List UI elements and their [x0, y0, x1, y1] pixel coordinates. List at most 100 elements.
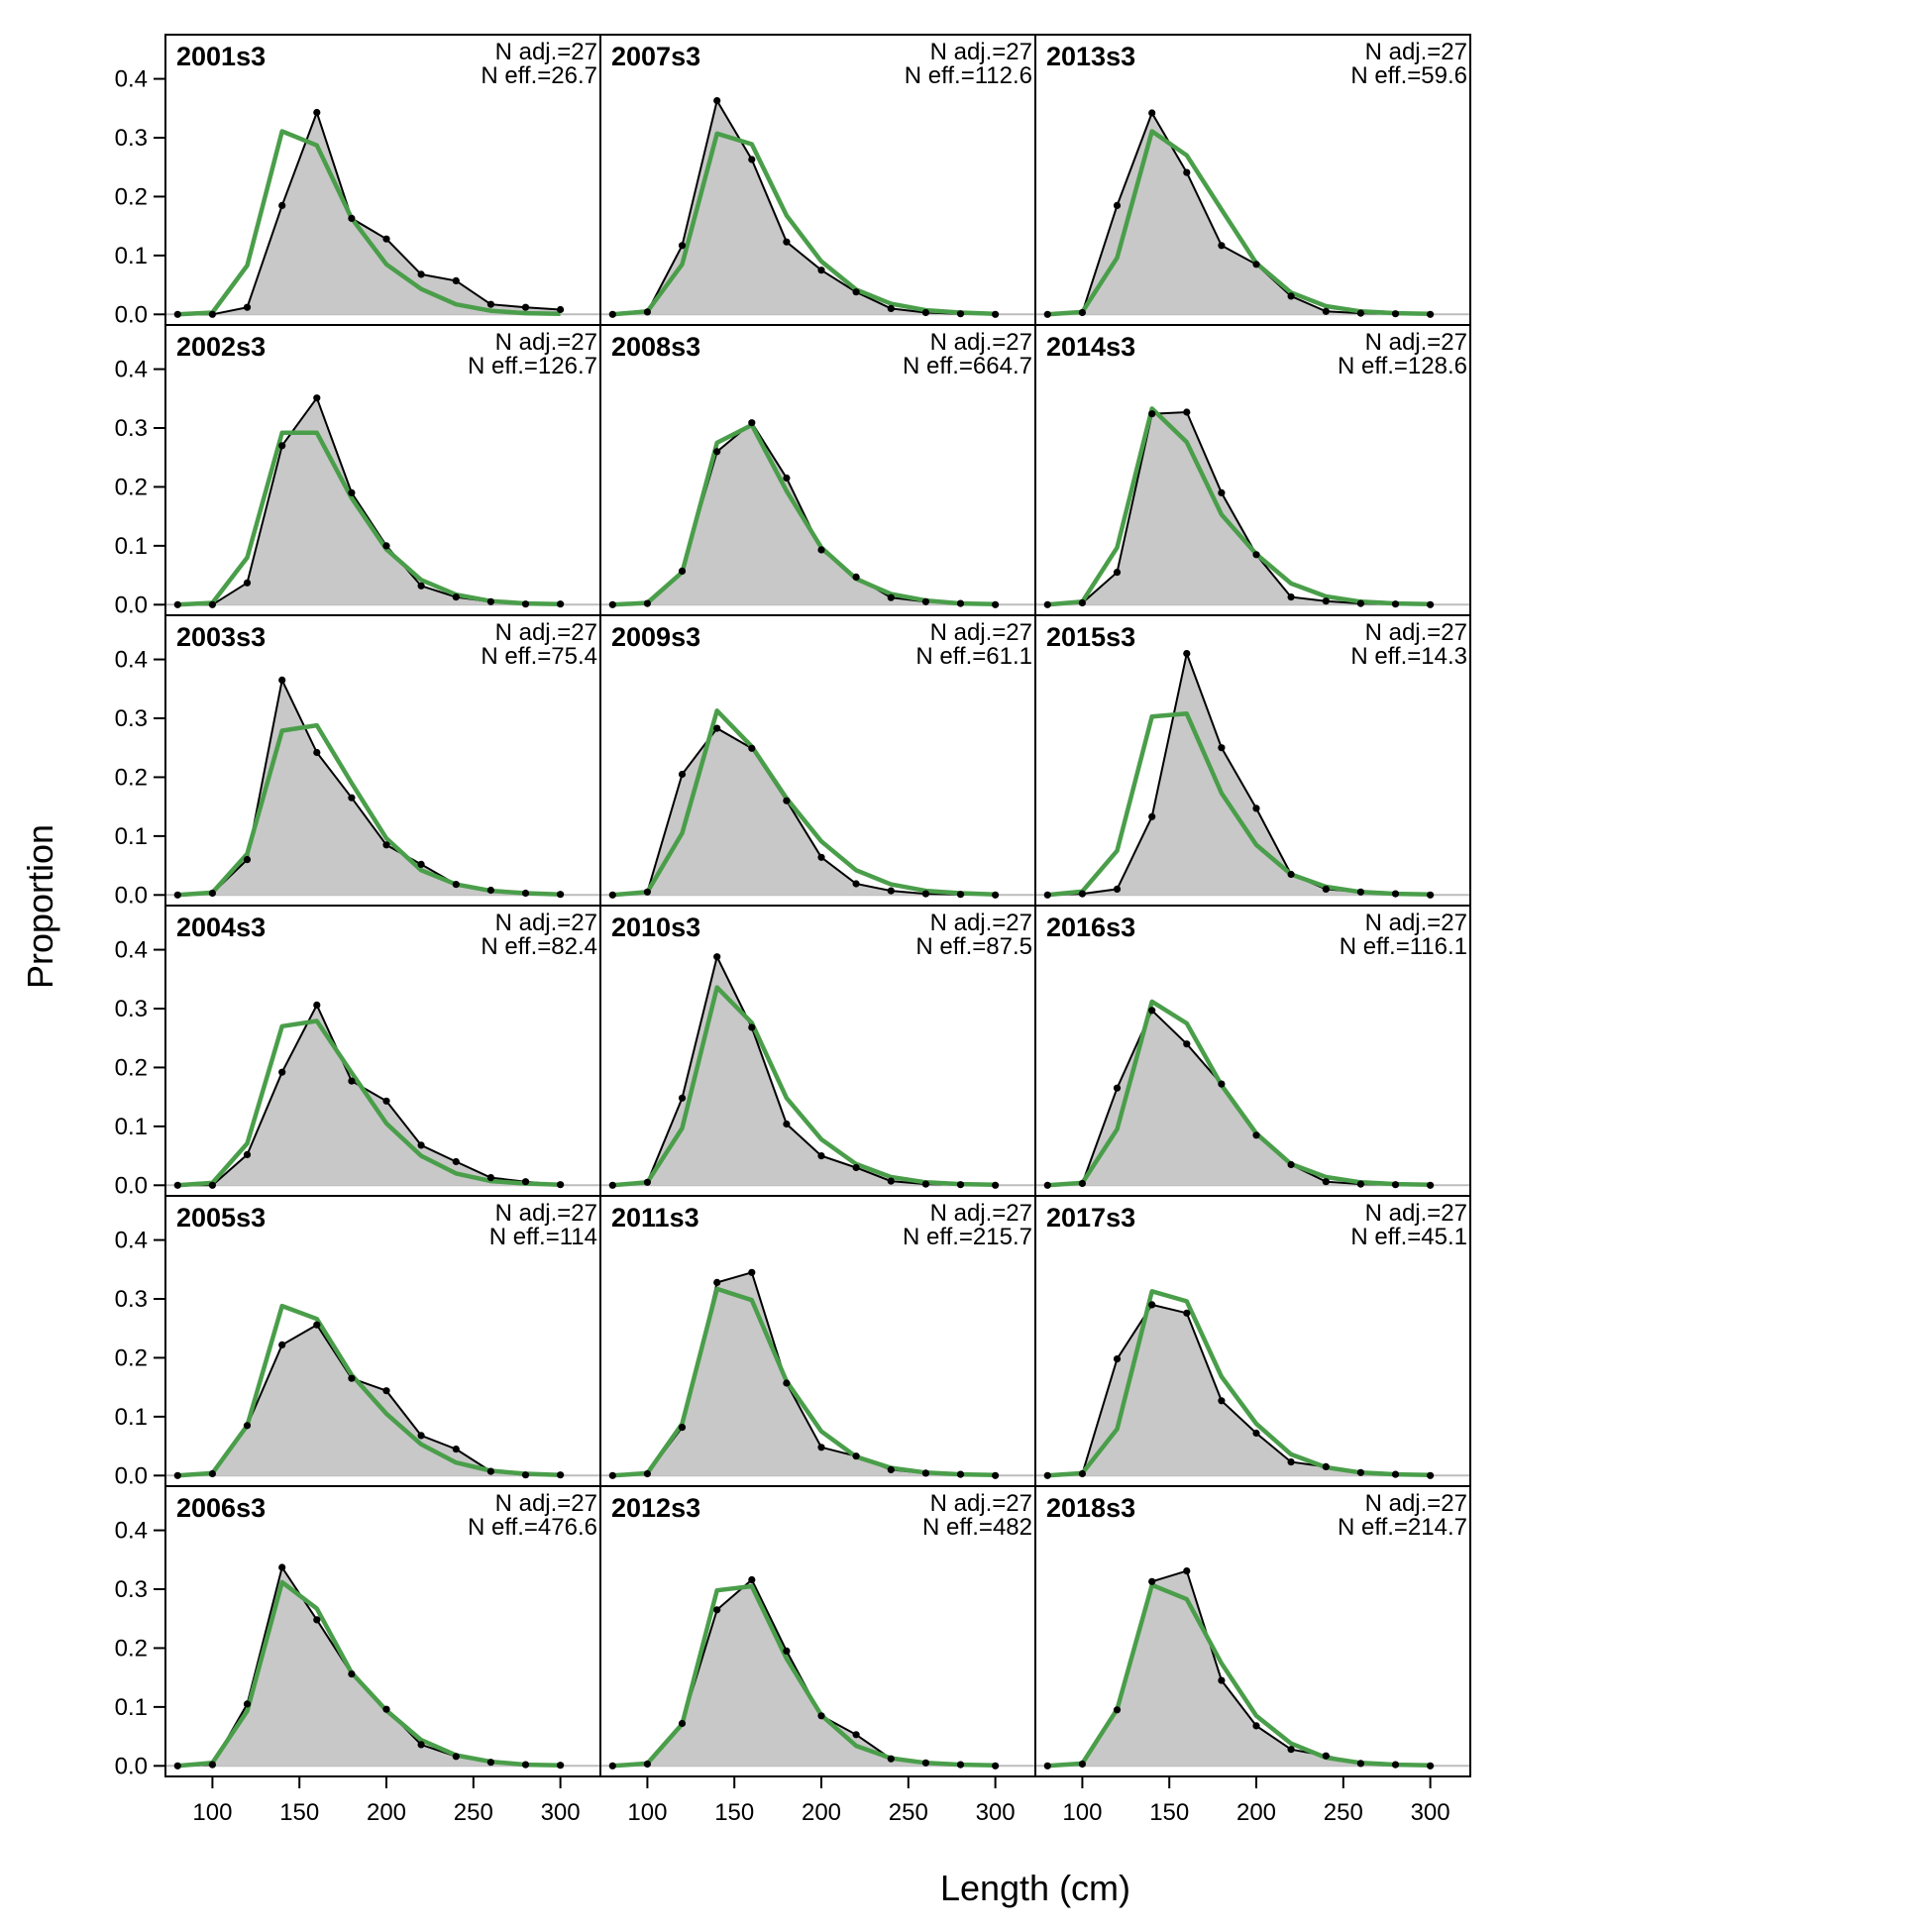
- n-eff-label: N eff.=61.1: [915, 643, 1032, 670]
- panel-2011s3: 2011s3 N adj.=27N eff.=215.7: [599, 1195, 1036, 1487]
- observed-point: [678, 567, 687, 576]
- n-adj-label: N adj.=27: [1365, 329, 1467, 356]
- observed-point: [348, 1670, 356, 1678]
- observed-point: [783, 474, 791, 483]
- observed-point: [783, 1647, 791, 1655]
- n-eff-label: N eff.=112.6: [905, 62, 1032, 89]
- observed-point: [1427, 891, 1435, 899]
- observed-point: [921, 1469, 930, 1477]
- n-adj-label: N adj.=27: [1365, 910, 1467, 936]
- observed-line: [177, 1003, 561, 1187]
- panel-2016s3: 2016s3 N adj.=27N eff.=116.1: [1034, 905, 1471, 1197]
- panel-label: 2005s3: [176, 1203, 266, 1233]
- observed-point: [208, 1469, 216, 1478]
- observed-point: [173, 310, 181, 318]
- observed-point: [348, 214, 356, 222]
- observed-point: [921, 890, 930, 898]
- panel-label: 2008s3: [611, 332, 700, 362]
- observed-point: [992, 891, 1000, 899]
- observed-point: [557, 600, 565, 608]
- expected-line: [612, 1286, 996, 1478]
- panel-2013s3: 2013s3 N adj.=27N eff.=59.6: [1034, 34, 1471, 326]
- observed-point: [1148, 1577, 1156, 1585]
- observed-point: [921, 1759, 930, 1767]
- panel-label: 2003s3: [176, 622, 266, 652]
- observed-point: [452, 1446, 460, 1453]
- observed-point: [1391, 1181, 1400, 1189]
- observed-point: [1183, 168, 1191, 176]
- observed-line: [612, 726, 996, 897]
- observed-area: [1047, 653, 1431, 896]
- observed-point: [173, 1181, 181, 1189]
- n-adj-label: N adj.=27: [1365, 619, 1467, 646]
- y-tick-label: 0.0: [115, 591, 148, 618]
- observed-point: [486, 1759, 494, 1767]
- observed-point: [817, 853, 825, 861]
- observed-point: [1218, 1080, 1226, 1088]
- observed-point: [852, 573, 860, 582]
- observed-point: [748, 744, 756, 752]
- panel-2003s3: 2003s3 N adj.=27N eff.=75.4: [164, 614, 601, 907]
- observed-point: [1427, 600, 1435, 608]
- observed-point: [783, 797, 791, 805]
- observed-point: [313, 1616, 321, 1624]
- observed-point: [348, 488, 356, 496]
- axes: 0.0 0.1 0.2 0.3 0.4 0.0 0.1 0.2 0.3 0.4 0.0 0.1 0.2 0…: [115, 66, 1450, 1826]
- y-tick-label: 0.3: [115, 1286, 148, 1313]
- observed-point: [348, 794, 356, 802]
- observed-point: [486, 1467, 494, 1475]
- observed-point: [678, 1424, 687, 1432]
- panel-label: 2011s3: [611, 1203, 699, 1233]
- panel-label: 2012s3: [611, 1493, 700, 1523]
- observed-point: [486, 597, 494, 605]
- x-tick-label: 150: [714, 1799, 754, 1826]
- n-eff-label: N eff.=59.6: [1350, 62, 1467, 89]
- observed-point: [992, 1181, 1000, 1189]
- n-eff-label: N eff.=476.6: [468, 1514, 597, 1541]
- observed-point: [992, 310, 1000, 318]
- panel-2015s3: 2015s3 N adj.=27N eff.=14.3: [1034, 614, 1471, 907]
- panel-label: 2007s3: [611, 42, 700, 71]
- observed-area: [1047, 1010, 1431, 1186]
- panel-2017s3: 2017s3 N adj.=27N eff.=45.1: [1034, 1195, 1471, 1487]
- expected-line: [177, 129, 561, 317]
- observed-point: [1252, 551, 1260, 559]
- expected-line: [1047, 1582, 1431, 1769]
- n-adj-label: N adj.=27: [930, 1200, 1032, 1227]
- observed-point: [1322, 885, 1330, 894]
- y-tick-label: 0.3: [115, 996, 148, 1022]
- observed-point: [486, 300, 494, 308]
- n-adj-label: N adj.=27: [495, 1490, 597, 1517]
- observed-point: [887, 593, 895, 601]
- x-axis-title: Length (cm): [940, 1868, 1130, 1908]
- observed-point: [1113, 201, 1122, 209]
- observed-point: [1183, 408, 1191, 416]
- y-axis-title: Proportion: [20, 824, 60, 989]
- observed-point: [348, 1077, 356, 1085]
- observed-point: [382, 1705, 390, 1713]
- observed-point: [521, 889, 530, 898]
- observed-point: [557, 305, 565, 314]
- observed-point: [1218, 1397, 1226, 1405]
- observed-point: [1391, 890, 1400, 898]
- observed-point: [608, 1181, 616, 1189]
- observed-point: [278, 1563, 286, 1571]
- observed-point: [313, 748, 321, 757]
- panel-label: 2009s3: [611, 622, 700, 652]
- y-tick-label: 0.0: [115, 1462, 148, 1489]
- expected-line: [1047, 406, 1431, 607]
- n-eff-label: N eff.=128.6: [1338, 353, 1467, 379]
- panel-2007s3: 2007s3 N adj.=27N eff.=112.6: [599, 34, 1036, 326]
- observed-point: [817, 1712, 825, 1720]
- observed-point: [1218, 242, 1226, 250]
- observed-point: [1043, 891, 1051, 899]
- observed-point: [887, 1177, 895, 1185]
- observed-point: [313, 1321, 321, 1329]
- observed-point: [452, 881, 460, 889]
- y-tick-label: 0.2: [115, 474, 148, 500]
- observed-point: [713, 953, 721, 961]
- y-tick-label: 0.4: [115, 937, 148, 964]
- y-tick-label: 0.1: [115, 243, 148, 269]
- n-eff-label: N eff.=45.1: [1350, 1224, 1467, 1250]
- observed-area: [1047, 412, 1431, 605]
